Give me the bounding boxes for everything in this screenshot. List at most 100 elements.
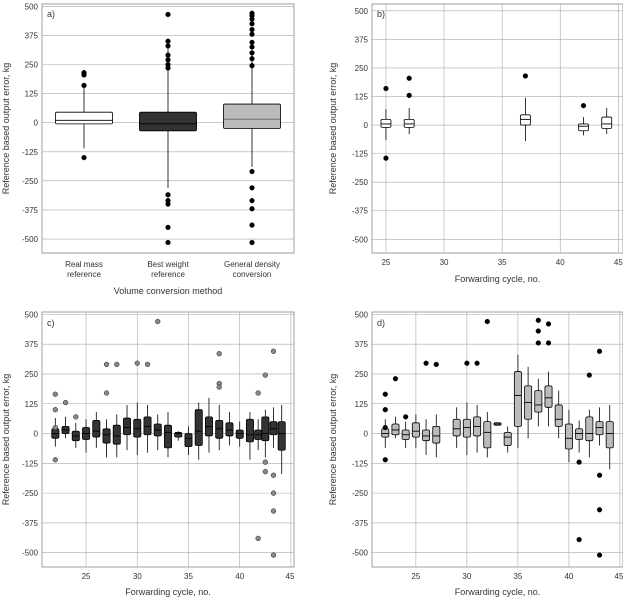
outlier-point	[52, 407, 58, 413]
outlier-point	[249, 185, 255, 191]
outlier-point	[114, 361, 120, 368]
outlier-point	[423, 360, 429, 366]
outlier-point	[249, 168, 255, 175]
box-iqr	[261, 416, 270, 442]
outlier-point	[576, 459, 582, 465]
box-plot-8	[133, 360, 142, 455]
outlier-point	[165, 201, 171, 207]
y-axis-label: Reference based output error, kg	[1, 374, 11, 506]
y-tick-label: 250	[25, 61, 39, 70]
outlier-point	[382, 457, 388, 463]
box-iqr	[432, 425, 441, 444]
outlier-point	[382, 424, 388, 431]
y-tick-label: 0	[34, 119, 39, 128]
y-tick-label: 0	[364, 121, 369, 130]
outlier-point	[474, 360, 480, 366]
x-category-label: Real mass	[65, 260, 103, 269]
y-tick-label: -125	[22, 148, 39, 157]
x-category-label: reference	[67, 270, 101, 279]
outlier-point	[249, 63, 255, 69]
outlier-point	[165, 43, 171, 49]
box-iqr	[269, 421, 278, 436]
outlier-point	[383, 85, 389, 92]
box-iqr	[585, 416, 594, 442]
y-tick-label: 375	[355, 35, 369, 44]
box-plot-3	[578, 103, 589, 136]
box-plot-14	[534, 317, 543, 427]
y-tick-label: -375	[352, 207, 369, 216]
x-category-label: General density	[224, 260, 280, 269]
box-plot-3	[411, 414, 420, 448]
x-axis-label: Forwarding cycle, no.	[125, 587, 211, 597]
panel-b: 500 375 250 125 0 -125 -250 -375 -500 25 30 35 40 45 b…	[328, 3, 623, 284]
box-iqr	[55, 111, 113, 125]
outlier-point	[216, 384, 222, 390]
box-plot-1	[391, 376, 400, 439]
y-tick-label: 125	[25, 400, 39, 409]
box-plot-12	[174, 431, 183, 441]
outlier-point	[249, 222, 255, 228]
box-iqr	[143, 416, 152, 436]
outlier-point	[249, 44, 255, 50]
x-axis-label: Volume conversion method	[114, 286, 223, 296]
box-plot-2	[401, 414, 410, 448]
panel-label: d)	[377, 318, 385, 328]
box-plot-1	[403, 75, 415, 135]
outlier-point	[249, 21, 255, 27]
outlier-point	[262, 459, 268, 465]
box-plot-19	[245, 412, 254, 460]
box-plot-5	[102, 361, 111, 458]
outlier-point	[249, 31, 255, 37]
box-iqr	[235, 429, 244, 439]
y-tick-label: 125	[25, 90, 39, 99]
y-tick-label: 0	[364, 430, 369, 439]
panel-label: c)	[47, 318, 55, 328]
box-plot-11	[503, 426, 512, 453]
box-plot-4	[601, 107, 613, 135]
x-tick-label: 30	[440, 258, 449, 267]
outlier-point	[165, 11, 171, 18]
x-tick-label: 45	[286, 572, 295, 581]
outlier-point	[270, 552, 277, 558]
box-iqr	[391, 423, 400, 436]
x-tick-label: 25	[411, 572, 420, 581]
outlier-point	[535, 340, 541, 346]
x-tick-label: 30	[133, 572, 142, 581]
outlier-point	[165, 57, 171, 63]
box-iqr	[578, 123, 589, 132]
box-plot-15	[204, 397, 213, 453]
y-tick-label: -375	[22, 206, 39, 215]
outlier-point	[576, 536, 582, 543]
box-iqr	[403, 118, 415, 128]
outlier-point	[73, 414, 79, 420]
outlier-point	[165, 224, 171, 231]
x-category-label: reference	[151, 270, 185, 279]
outlier-point	[383, 155, 389, 161]
y-tick-label: 500	[25, 2, 39, 11]
y-tick-label: 0	[34, 430, 39, 439]
y-axis-label: Reference based output error, kg	[328, 63, 338, 195]
outlier-point	[165, 38, 171, 44]
outlier-point	[382, 407, 388, 413]
x-tick-label: 35	[513, 572, 522, 581]
box-iqr	[223, 103, 281, 129]
box-iqr	[462, 418, 471, 438]
box-plot-0	[381, 391, 390, 463]
outlier-point	[103, 390, 110, 396]
outlier-point	[433, 361, 439, 368]
y-tick-label: -125	[352, 150, 369, 159]
x-tick-label: 45	[615, 572, 623, 581]
box-iqr	[503, 431, 512, 446]
y-tick-label: 250	[355, 64, 369, 73]
box-plot-5	[432, 361, 441, 458]
outlier-point	[249, 26, 255, 33]
box-plot-18	[575, 420, 584, 543]
y-tick-label: 250	[25, 370, 39, 379]
outlier-point	[535, 317, 541, 323]
x-category-label: Best weight	[147, 260, 189, 269]
outlier-point	[62, 399, 69, 406]
y-tick-label: -375	[22, 519, 39, 528]
box-iqr	[380, 118, 392, 128]
